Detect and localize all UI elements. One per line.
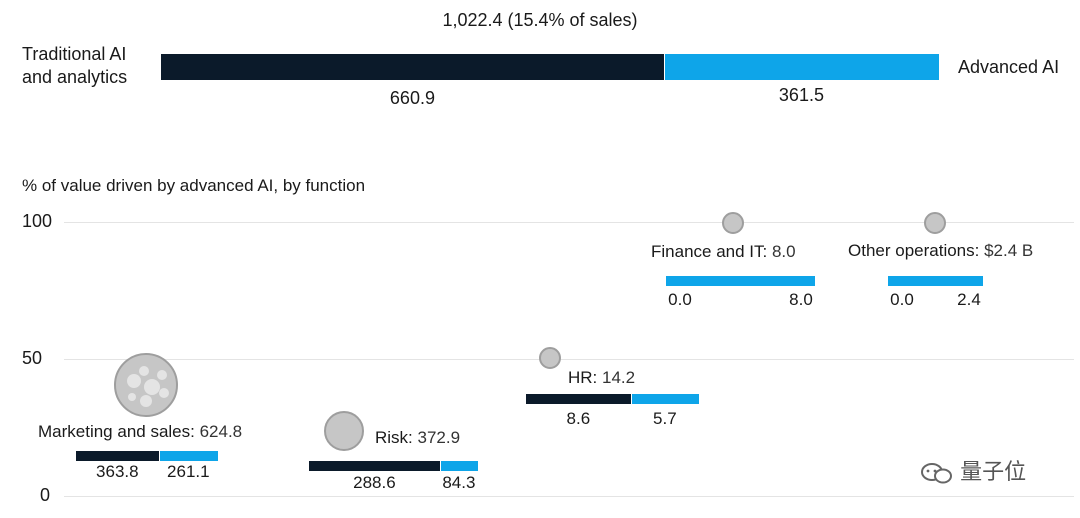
traditional-segment (526, 394, 631, 404)
bubble-dot (144, 379, 160, 395)
function-value: 8.0 (767, 242, 796, 261)
bubble-dot (128, 393, 136, 401)
total-label: 1,022.4 (15.4% of sales) (442, 10, 638, 30)
function-label: Risk: 372.9 (375, 428, 460, 448)
function-label: HR: 14.2 (568, 368, 635, 388)
chart-subtitle: % of value driven by advanced AI, by fun… (22, 176, 366, 195)
y-tick-label: 100 (22, 211, 53, 231)
advanced-segment (440, 461, 478, 471)
bubble-dot (157, 370, 167, 380)
total-traditional-bar (161, 54, 664, 80)
function-value: 14.2 (597, 368, 636, 387)
function-bubble (539, 347, 561, 369)
function-value: 372.9 (412, 428, 461, 447)
function-name: Finance and IT: (651, 242, 768, 261)
advanced-segment (631, 394, 699, 404)
advanced-value: 8.0 (789, 290, 813, 309)
total-advanced-bar (664, 54, 939, 80)
traditional-value: 288.6 (353, 473, 396, 492)
function-label: Marketing and sales: 624.8 (38, 422, 242, 442)
function-label: Other operations: $2.4 B (848, 241, 1033, 261)
traditional-value: 0.0 (890, 290, 914, 309)
function-name: Risk: (375, 428, 413, 447)
advanced-value: 84.3 (442, 473, 476, 492)
advanced-segment (888, 276, 983, 286)
advanced-value: 2.4 (957, 290, 981, 309)
function-name: Marketing and sales: (38, 422, 195, 441)
traditional-ai-label: Traditional AI and analytics (22, 44, 128, 87)
total-advanced-value: 361.5 (778, 85, 824, 105)
traditional-value: 0.0 (668, 290, 692, 309)
bubble-dot (159, 388, 169, 398)
bubble-dot (140, 395, 152, 407)
y-tick-label: 0 (40, 485, 51, 505)
advanced-value: 261.1 (167, 462, 210, 481)
function-bubble (722, 212, 744, 234)
watermark-text: 量子位 (960, 459, 1027, 484)
gridline (64, 222, 1074, 223)
function-bubble (114, 353, 178, 417)
function-bubble (924, 212, 946, 234)
function-label: Finance and IT: 8.0 (651, 242, 796, 262)
advanced-ai-label: Advanced AI (958, 57, 1060, 77)
bubble-dot (127, 374, 141, 388)
function-value: 624.8 (194, 422, 243, 441)
total-traditional-value: 660.9 (389, 88, 435, 108)
advanced-segment (666, 276, 815, 286)
traditional-segment (309, 461, 440, 471)
gridline (64, 496, 1074, 497)
function-name: Other operations: (848, 241, 980, 260)
bubble-dot (139, 366, 149, 376)
traditional-segment (76, 451, 159, 461)
function-bubble (324, 411, 364, 451)
function-name: HR: (568, 368, 598, 387)
wechat-icon (920, 462, 954, 484)
gridline (64, 359, 1074, 360)
function-value: $2.4 B (979, 241, 1034, 260)
advanced-segment (159, 451, 218, 461)
advanced-value: 5.7 (653, 409, 677, 428)
y-tick-label: 50 (22, 348, 43, 368)
watermark: 量子位 (920, 454, 1026, 486)
traditional-value: 8.6 (566, 409, 591, 428)
traditional-value: 363.8 (96, 462, 139, 481)
